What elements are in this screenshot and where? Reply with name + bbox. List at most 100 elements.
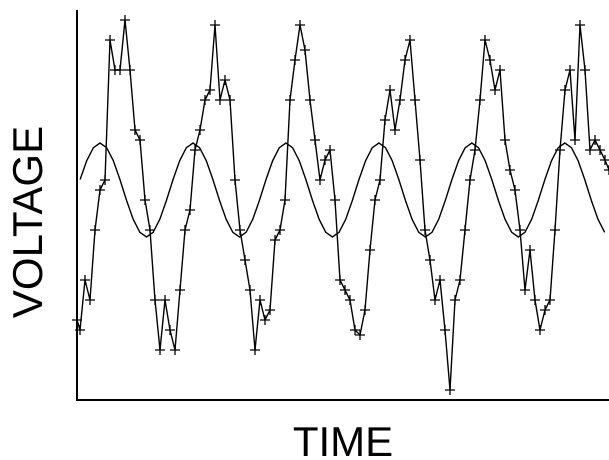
marker — [500, 135, 510, 145]
marker — [210, 20, 220, 30]
marker — [295, 20, 305, 30]
marker — [140, 195, 150, 205]
marker — [170, 345, 180, 355]
marker — [385, 85, 395, 95]
marker — [595, 145, 605, 155]
marker — [335, 275, 345, 285]
marker — [275, 225, 285, 235]
marker — [540, 305, 550, 315]
marker — [490, 85, 500, 95]
marker — [590, 135, 600, 145]
marker — [365, 245, 375, 255]
marker — [570, 135, 580, 145]
marker — [130, 125, 140, 135]
marker — [205, 85, 215, 95]
marker — [510, 185, 520, 195]
marker — [455, 275, 465, 285]
marker — [105, 35, 115, 45]
marker — [185, 205, 195, 215]
marker — [320, 155, 330, 165]
marker — [100, 175, 110, 185]
marker — [145, 225, 155, 235]
marker — [120, 15, 130, 25]
marker — [495, 65, 505, 75]
marker — [420, 225, 430, 235]
marker — [380, 115, 390, 125]
marker — [265, 305, 275, 315]
marker — [545, 295, 555, 305]
marker — [430, 295, 440, 305]
marker — [340, 285, 350, 295]
marker — [345, 295, 355, 305]
marker — [410, 95, 420, 105]
marker — [445, 385, 455, 395]
marker — [285, 95, 295, 105]
marker — [325, 145, 335, 155]
marker — [370, 195, 380, 205]
marker — [580, 65, 590, 75]
marker — [315, 175, 325, 185]
marker — [90, 225, 100, 235]
marker — [475, 95, 485, 105]
marker — [350, 325, 360, 335]
marker — [405, 35, 415, 45]
marker — [200, 95, 210, 105]
marker — [460, 225, 470, 235]
marker — [425, 255, 435, 265]
marker — [260, 315, 270, 325]
marker — [195, 125, 205, 135]
series-line — [76, 19, 609, 391]
marker — [165, 325, 175, 335]
marker — [355, 330, 365, 340]
marker — [470, 145, 480, 155]
marker — [215, 95, 225, 105]
marker — [150, 295, 160, 305]
marker — [95, 185, 105, 195]
x-axis-label: TIME — [293, 418, 393, 460]
marker — [465, 175, 475, 185]
marker — [270, 235, 280, 245]
marker — [80, 275, 90, 285]
marker — [390, 125, 400, 135]
marker — [245, 285, 255, 295]
marker — [330, 195, 340, 205]
marker — [360, 305, 370, 315]
marker — [85, 295, 95, 305]
marker — [604, 165, 609, 175]
marker — [190, 145, 200, 155]
marker — [250, 345, 260, 355]
marker — [530, 295, 540, 305]
marker — [240, 255, 250, 265]
marker — [180, 225, 190, 235]
marker — [520, 285, 530, 295]
marker — [300, 45, 310, 55]
marker — [280, 195, 290, 205]
marker — [585, 145, 595, 155]
marker — [235, 225, 245, 235]
marker — [230, 175, 240, 185]
marker — [115, 65, 125, 75]
marker — [535, 325, 545, 335]
marker — [565, 65, 575, 75]
marker — [505, 165, 515, 175]
marker — [575, 20, 585, 30]
marker — [435, 275, 445, 285]
marker — [375, 175, 385, 185]
marker — [480, 35, 490, 45]
marker — [550, 225, 560, 235]
series-line — [79, 142, 606, 238]
marker — [155, 345, 165, 355]
marker — [395, 95, 405, 105]
marker — [450, 295, 460, 305]
marker — [225, 95, 235, 105]
y-axis-label: VOLTAGE — [4, 126, 51, 318]
marker — [72, 315, 82, 325]
marker — [515, 225, 525, 235]
marker — [440, 325, 450, 335]
marker — [600, 155, 609, 165]
marker — [415, 155, 425, 165]
marker — [175, 285, 185, 295]
marker — [160, 295, 170, 305]
marker — [290, 55, 300, 65]
